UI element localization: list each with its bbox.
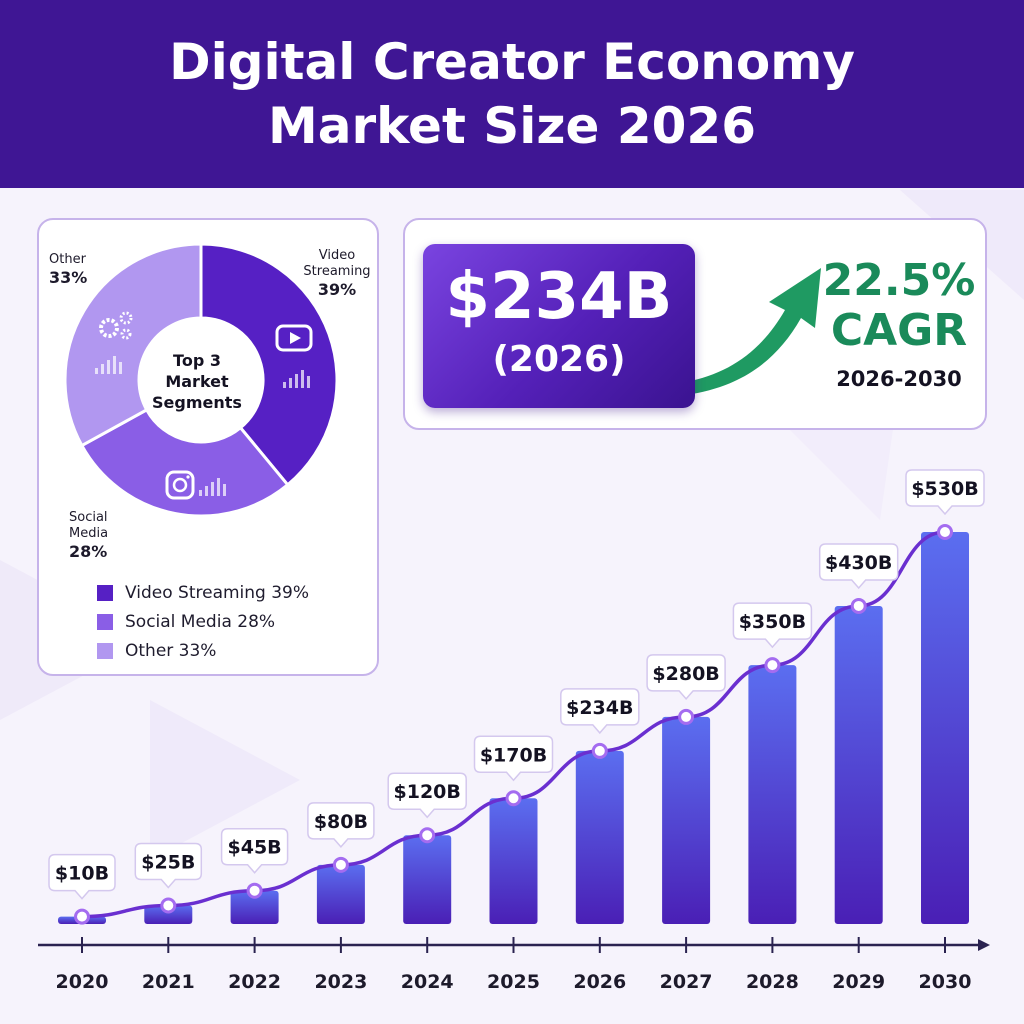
market-size-highlight: $234B (2026): [423, 244, 695, 408]
x-axis-arrow-icon: [978, 939, 990, 951]
x-tick-label: 2028: [746, 971, 799, 993]
x-tick-label: 2023: [314, 971, 367, 993]
segments-panel: Video Streaming 39% Other 33% Social Med…: [37, 218, 379, 676]
data-label: $170B: [473, 735, 554, 782]
trend-point: [591, 742, 608, 759]
gears-icon: [99, 311, 133, 340]
legend-item-other: Other 33%: [97, 636, 309, 665]
svg-text:$10B: $10B: [55, 863, 109, 885]
trend-point: [505, 790, 522, 807]
x-tick-label: 2026: [573, 971, 626, 993]
data-label: $350B: [732, 602, 813, 649]
x-tick-label: 2020: [56, 971, 109, 993]
data-label: $530B: [905, 469, 985, 516]
data-label: $80B: [307, 802, 375, 848]
market-size-value: $234B: [445, 260, 673, 334]
bar-2026: [575, 750, 624, 924]
title-line-2: Market Size 2026: [267, 97, 756, 155]
bar-2024: [403, 835, 452, 924]
video-streaming-slice-label: Video Streaming 39%: [303, 248, 371, 299]
legend-item-video-streaming: Video Streaming 39%: [97, 578, 309, 607]
svg-text:$120B: $120B: [394, 781, 461, 803]
bar-2023: [316, 864, 365, 924]
svg-text:$430B: $430B: [825, 552, 892, 574]
svg-text:$45B: $45B: [228, 837, 282, 859]
other-slice-label: Other 33%: [49, 252, 88, 287]
market-size-year: (2026): [492, 339, 626, 380]
trend-point: [246, 882, 263, 899]
svg-text:$80B: $80B: [314, 811, 368, 833]
other-swatch: [97, 642, 113, 659]
cagr-block: 22.5% CAGR 2026-2030: [819, 256, 979, 394]
pie-center-hole: [139, 318, 263, 442]
segments-pie-chart: [63, 242, 339, 518]
bar-2029: [834, 605, 883, 924]
x-tick-label: 2021: [142, 971, 195, 993]
trend-point: [74, 908, 90, 925]
svg-text:$234B: $234B: [566, 697, 633, 719]
data-label: $25B: [134, 842, 203, 889]
trend-point: [419, 827, 436, 844]
data-label: $120B: [387, 772, 467, 819]
trend-up-arrow-icon: [641, 268, 821, 398]
bar-2030: [921, 532, 969, 924]
pie-slice-social-media: [79, 407, 290, 518]
svg-text:$25B: $25B: [141, 852, 195, 874]
x-tick-label: 2025: [487, 971, 540, 993]
trend-point: [937, 524, 953, 540]
title-line-1: Digital Creator Economy: [169, 33, 855, 91]
pie-center-label: Top 3 Market Segments: [152, 351, 242, 412]
x-tick-label: 2029: [832, 971, 885, 993]
youtube-icon: [275, 324, 313, 352]
x-tick-label: 2024: [401, 971, 454, 993]
social-media-swatch: [97, 613, 113, 630]
data-label: $45B: [220, 827, 289, 874]
mini-bars-icon: [95, 356, 122, 374]
mini-bars-icon: [283, 370, 310, 388]
social-media-slice-label: Social Media 28%: [69, 510, 109, 561]
data-label: $234B: [560, 688, 640, 735]
cagr-period: 2026-2030: [836, 367, 962, 391]
header-banner: Digital Creator Economy Market Size 2026: [0, 0, 1024, 188]
mini-bars-icon: [199, 478, 226, 496]
instagram-icon: [165, 470, 195, 500]
segments-legend: Video Streaming 39% Social Media 28% Oth…: [97, 578, 309, 665]
cagr-value: 22.5%: [822, 255, 976, 306]
svg-text:$530B: $530B: [911, 478, 978, 500]
svg-text:$280B: $280B: [652, 663, 719, 685]
bar-2021: [144, 905, 193, 924]
bar-2025: [489, 798, 538, 924]
bar-2028: [748, 665, 797, 924]
svg-text:$170B: $170B: [480, 744, 547, 766]
trend-point: [678, 708, 695, 725]
x-tick-label: 2022: [228, 971, 281, 993]
market-size-bar-chart: 2020 2021 2022 2023 2024 2025 2026 2027 2028 2029…: [38, 469, 990, 993]
trend-point: [332, 856, 349, 873]
trend-point: [764, 657, 781, 674]
x-tick-label: 2030: [919, 971, 972, 993]
data-label: $430B: [818, 543, 899, 590]
svg-text:$350B: $350B: [739, 611, 806, 633]
data-label: $280B: [646, 654, 726, 701]
legend-item-social-media: Social Media 28%: [97, 607, 309, 636]
video-streaming-swatch: [97, 584, 113, 601]
kpi-panel: $234B (2026) 22.5% CAGR 2026-2030: [403, 218, 987, 430]
cagr-label: CAGR: [830, 305, 968, 356]
trend-line: [81, 530, 946, 919]
trend-point: [850, 597, 867, 614]
bar-2022: [230, 890, 279, 924]
data-label: $10B: [48, 853, 116, 900]
bar-2027: [662, 716, 711, 924]
x-tick-label: 2027: [660, 971, 713, 993]
page-title: Digital Creator Economy Market Size 2026: [169, 30, 855, 158]
trend-point: [160, 897, 177, 914]
